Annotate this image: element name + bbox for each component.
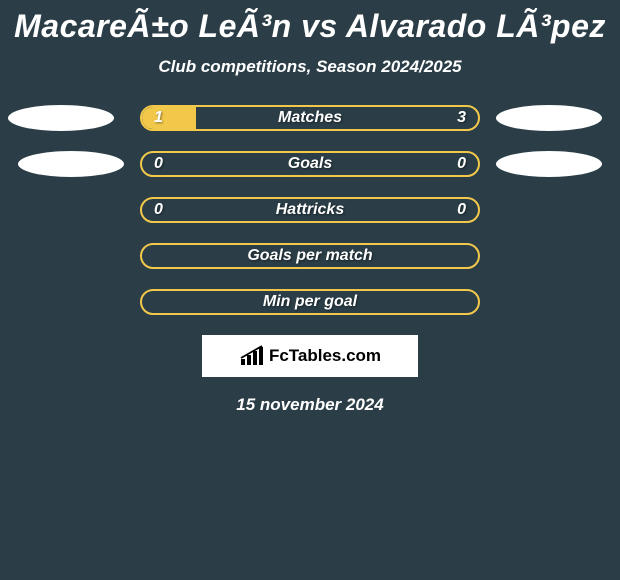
player-right-marker <box>496 105 602 131</box>
subtitle: Club competitions, Season 2024/2025 <box>0 57 620 77</box>
page-title: MacareÃ±o LeÃ³n vs Alvarado LÃ³pez <box>0 8 620 45</box>
stat-label: Min per goal <box>142 293 478 311</box>
stat-rows: 1Matches30Goals00Hattricks0Goals per mat… <box>0 105 620 315</box>
stat-bar: 1Matches3 <box>140 105 480 131</box>
stat-value-right: 3 <box>457 109 466 127</box>
stat-row: 0Goals0 <box>0 151 620 177</box>
logo: FcTables.com <box>239 345 381 367</box>
stat-bar: 0Hattricks0 <box>140 197 480 223</box>
player-left-marker <box>8 105 114 131</box>
stat-label: Goals <box>142 155 478 173</box>
stat-row: Goals per match <box>0 243 620 269</box>
bars-icon <box>239 345 265 367</box>
player-left-marker <box>18 151 124 177</box>
stat-label: Matches <box>142 109 478 127</box>
stat-label: Hattricks <box>142 201 478 219</box>
comparison-card: MacareÃ±o LeÃ³n vs Alvarado LÃ³pez Club … <box>0 0 620 415</box>
stat-bar: Goals per match <box>140 243 480 269</box>
stat-row: Min per goal <box>0 289 620 315</box>
date-text: 15 november 2024 <box>0 395 620 415</box>
stat-row: 0Hattricks0 <box>0 197 620 223</box>
stat-bar: Min per goal <box>140 289 480 315</box>
stat-bar: 0Goals0 <box>140 151 480 177</box>
stat-label: Goals per match <box>142 247 478 265</box>
player-right-marker <box>496 151 602 177</box>
logo-box: FcTables.com <box>202 335 418 377</box>
logo-text: FcTables.com <box>269 346 381 366</box>
stat-value-right: 0 <box>457 201 466 219</box>
stat-row: 1Matches3 <box>0 105 620 131</box>
stat-value-right: 0 <box>457 155 466 173</box>
